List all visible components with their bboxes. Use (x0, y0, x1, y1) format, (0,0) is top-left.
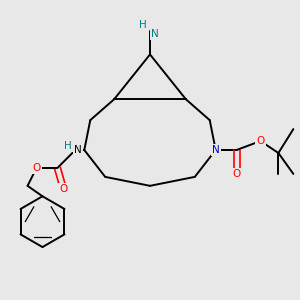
Text: H: H (64, 140, 72, 151)
Text: O: O (256, 136, 265, 146)
Text: O: O (232, 169, 241, 179)
Text: O: O (59, 184, 68, 194)
Text: N: N (212, 145, 220, 155)
Text: N: N (151, 28, 158, 38)
Text: O: O (32, 163, 41, 173)
Text: H: H (139, 20, 146, 30)
Text: N: N (74, 145, 82, 155)
